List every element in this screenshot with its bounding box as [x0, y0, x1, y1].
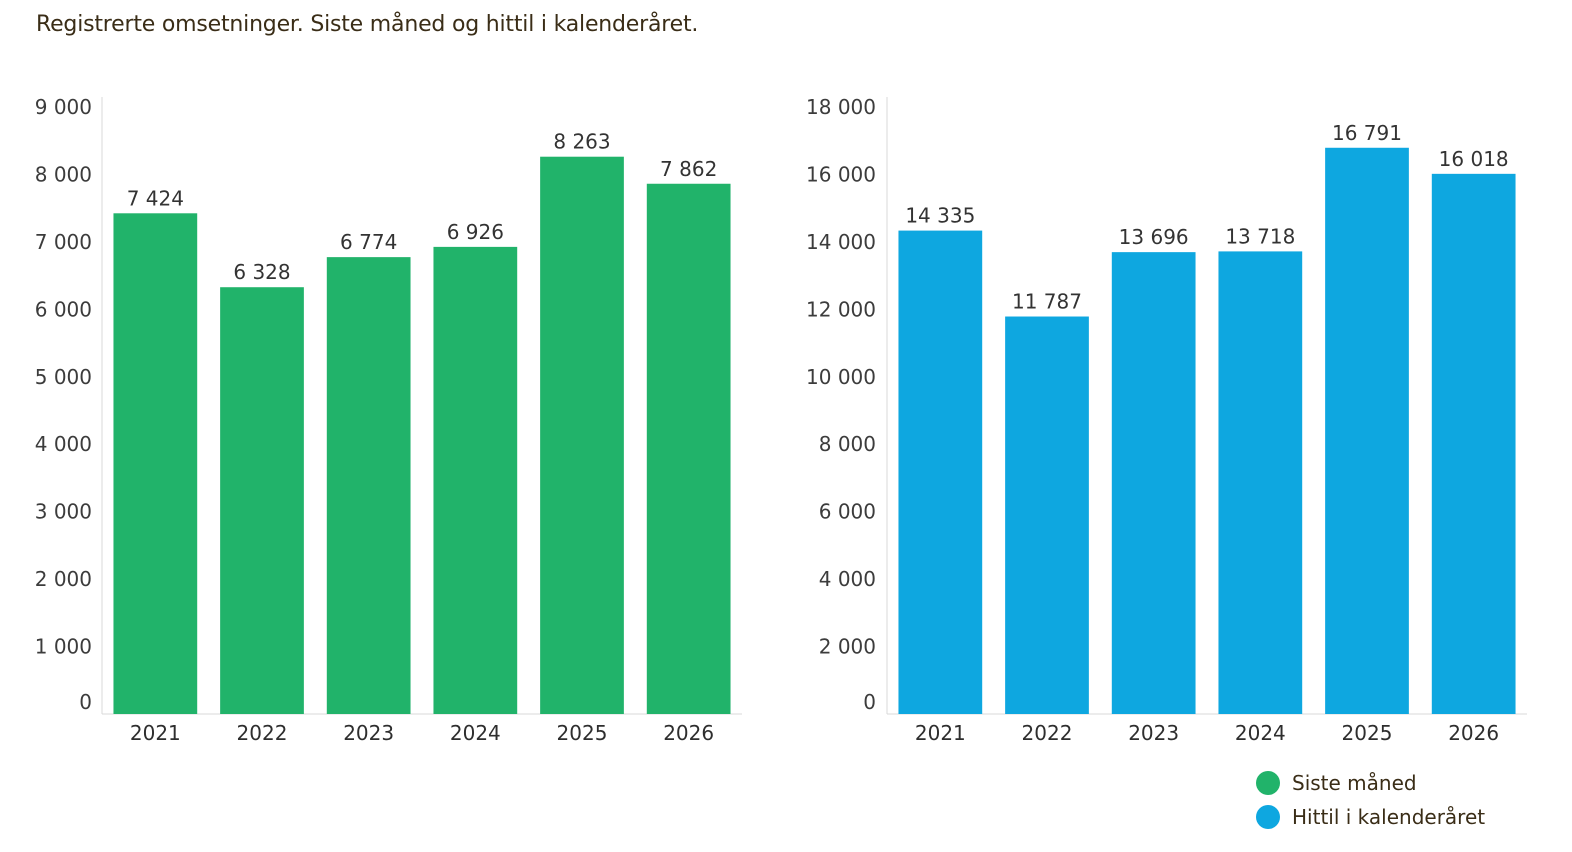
bar-2023	[326, 257, 411, 714]
y-tick-label: 2 000	[35, 567, 92, 591]
data-label-2023: 6 774	[340, 230, 397, 254]
y-tick-label: 4 000	[819, 567, 876, 591]
x-tick-label-2025: 2025	[1342, 721, 1393, 745]
chart-siste-maned: 0 1 000 2 000 3 000 4 000 5 000 6 000 7 000 8 00…	[35, 95, 742, 745]
legend-label-hittil: Hittil i kalenderåret	[1292, 805, 1486, 829]
y-tick-label: 8 000	[819, 432, 876, 456]
y-tick-label: 0	[863, 690, 876, 714]
bar-2021	[898, 230, 983, 714]
y-tick-label: 3 000	[35, 500, 92, 524]
legend-marker-hittil	[1256, 805, 1280, 829]
y-tick-label: 9 000	[35, 95, 92, 119]
bar-2024	[1218, 251, 1303, 714]
y-tick-label: 7 000	[35, 230, 92, 254]
bar-2026	[1431, 173, 1516, 714]
y-tick-label: 4 000	[35, 432, 92, 456]
bar-2025	[540, 156, 624, 715]
x-tick-label-2021: 2021	[130, 721, 181, 745]
x-tick-label-2022: 2022	[1022, 721, 1073, 745]
y-tick-label: 12 000	[806, 297, 876, 321]
data-label-2026: 16 018	[1439, 147, 1509, 171]
x-tick-label-2023: 2023	[343, 721, 394, 745]
y-tick-label: 8 000	[35, 162, 92, 186]
legend-item-hittil: Hittil i kalenderåret	[1256, 800, 1485, 834]
bar-2023	[1111, 252, 1196, 714]
bar-2025	[1325, 147, 1409, 715]
bar-2022	[220, 287, 304, 714]
page-title: Registrerte omsetninger. Siste måned og …	[36, 12, 699, 37]
y-tick-label: 10 000	[806, 365, 876, 389]
x-tick-label-2024: 2024	[450, 721, 501, 745]
y-tick-label: 16 000	[806, 162, 876, 186]
data-label-2024: 13 718	[1225, 224, 1295, 248]
y-tick-label: 5 000	[35, 365, 92, 389]
y-tick-label: 18 000	[806, 95, 876, 119]
data-label-2026: 7 862	[660, 157, 717, 181]
bar-2022	[1005, 316, 1089, 714]
y-tick-label: 6 000	[819, 500, 876, 524]
legend-marker-siste-maned	[1256, 771, 1280, 795]
data-label-2021: 7 424	[127, 186, 184, 210]
y-tick-label: 1 000	[35, 635, 92, 659]
x-tick-label-2022: 2022	[237, 721, 288, 745]
x-tick-label-2023: 2023	[1128, 721, 1179, 745]
bar-2021	[113, 213, 198, 714]
bar-2024	[433, 246, 518, 715]
data-label-2024: 6 926	[447, 220, 504, 244]
y-tick-label: 2 000	[819, 635, 876, 659]
y-tick-label: 14 000	[806, 230, 876, 254]
chart-hittil-i-kalenderaret: 0 2 000 4 000 6 000 8 000 10 000 12 000 14 000 1…	[806, 95, 1527, 745]
x-tick-label-2026: 2026	[663, 721, 714, 745]
data-label-2022: 11 787	[1012, 290, 1082, 314]
data-label-2022: 6 328	[233, 260, 290, 284]
y-tick-label: 0	[79, 690, 92, 714]
legend-label-siste-maned: Siste måned	[1292, 771, 1417, 795]
data-label-2025: 16 791	[1332, 121, 1402, 145]
x-tick-label-2021: 2021	[915, 721, 966, 745]
data-label-2021: 14 335	[905, 204, 975, 228]
bar-2026	[646, 183, 731, 715]
data-label-2023: 13 696	[1119, 225, 1189, 249]
legend: Siste måned Hittil i kalenderåret	[1256, 766, 1485, 834]
x-tick-label-2026: 2026	[1448, 721, 1499, 745]
y-tick-label: 6 000	[35, 297, 92, 321]
data-label-2025: 8 263	[553, 130, 610, 154]
x-tick-label-2024: 2024	[1235, 721, 1286, 745]
legend-item-siste-maned: Siste måned	[1256, 766, 1485, 800]
x-tick-label-2025: 2025	[557, 721, 608, 745]
